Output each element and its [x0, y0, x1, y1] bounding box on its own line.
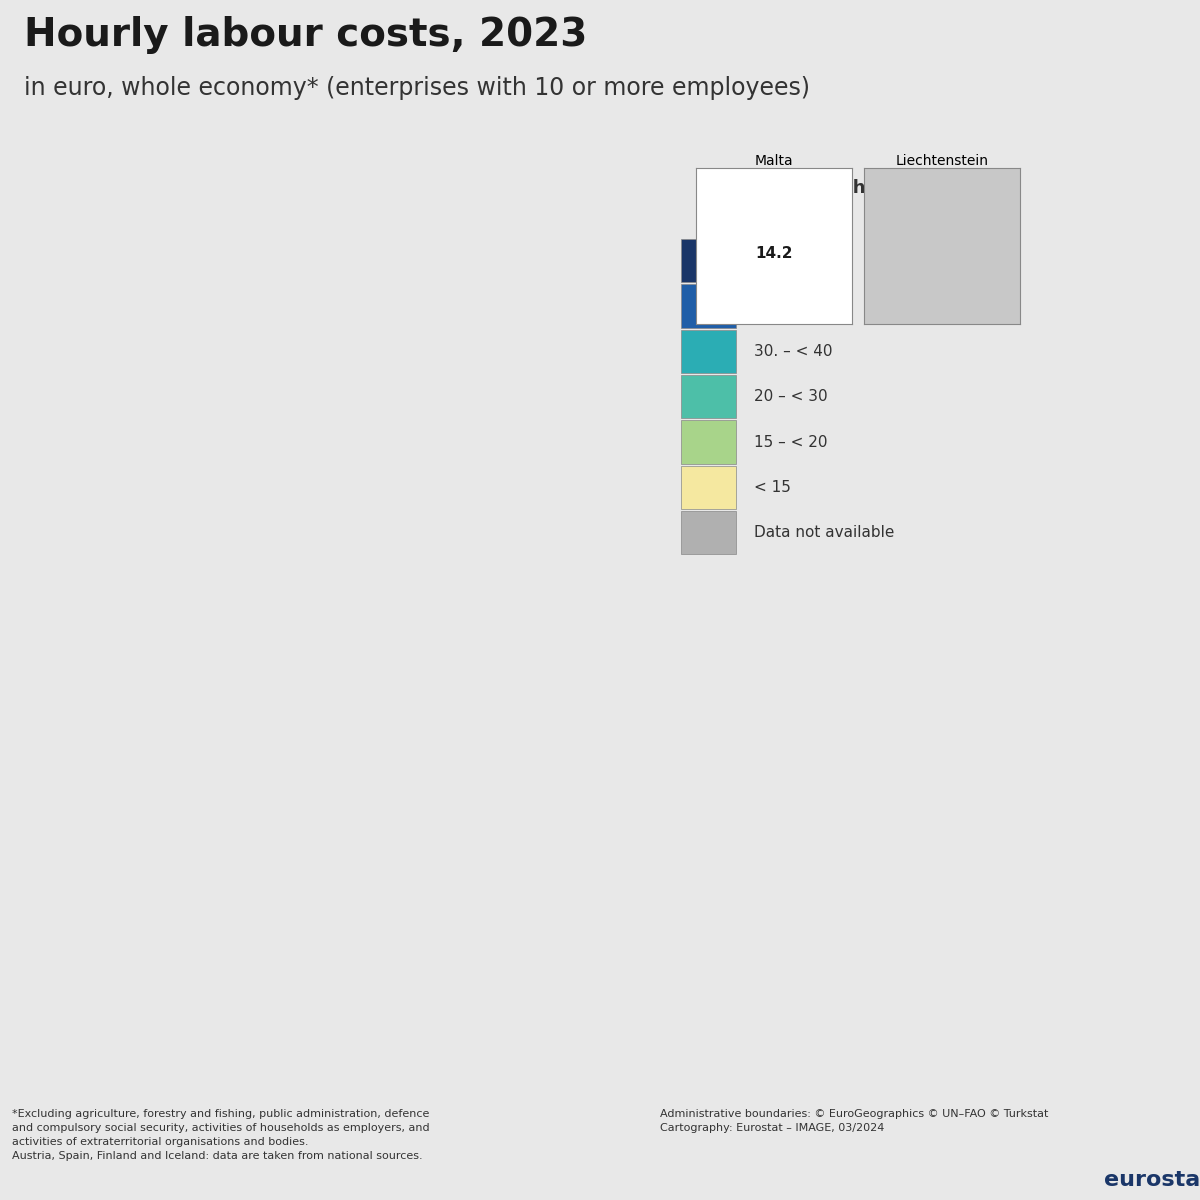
Title: Liechtenstein: Liechtenstein [895, 154, 989, 168]
Text: Hourly labour costs, 2023: Hourly labour costs, 2023 [24, 16, 587, 54]
FancyBboxPatch shape [682, 284, 736, 328]
Text: EU = €31.8 per hour: EU = €31.8 per hour [695, 179, 899, 197]
Text: Data not available: Data not available [754, 526, 894, 540]
FancyBboxPatch shape [682, 511, 736, 554]
Text: 40 – < 45: 40 – < 45 [754, 299, 828, 313]
FancyBboxPatch shape [682, 330, 736, 373]
Text: *Excluding agriculture, forestry and fishing, public administration, defence
and: *Excluding agriculture, forestry and fis… [12, 1109, 430, 1160]
Text: 20 – < 30: 20 – < 30 [754, 389, 828, 404]
FancyBboxPatch shape [682, 376, 736, 419]
FancyBboxPatch shape [682, 420, 736, 463]
Text: eurostat: eurostat [1104, 1170, 1200, 1190]
Text: 30. – < 40: 30. – < 40 [754, 344, 833, 359]
FancyBboxPatch shape [682, 239, 736, 282]
Title: Malta: Malta [755, 154, 793, 168]
Text: 15 – < 20: 15 – < 20 [754, 434, 828, 450]
Text: < 15: < 15 [754, 480, 791, 494]
FancyBboxPatch shape [682, 466, 736, 509]
Text: 14.2: 14.2 [755, 246, 793, 262]
Text: ≥ 45: ≥ 45 [754, 253, 791, 268]
Text: Administrative boundaries: © EuroGeographics © UN–FAO © Turkstat
Cartography: Eu: Administrative boundaries: © EuroGeograp… [660, 1109, 1049, 1133]
Text: in euro, whole economy* (enterprises with 10 or more employees): in euro, whole economy* (enterprises wit… [24, 76, 810, 100]
